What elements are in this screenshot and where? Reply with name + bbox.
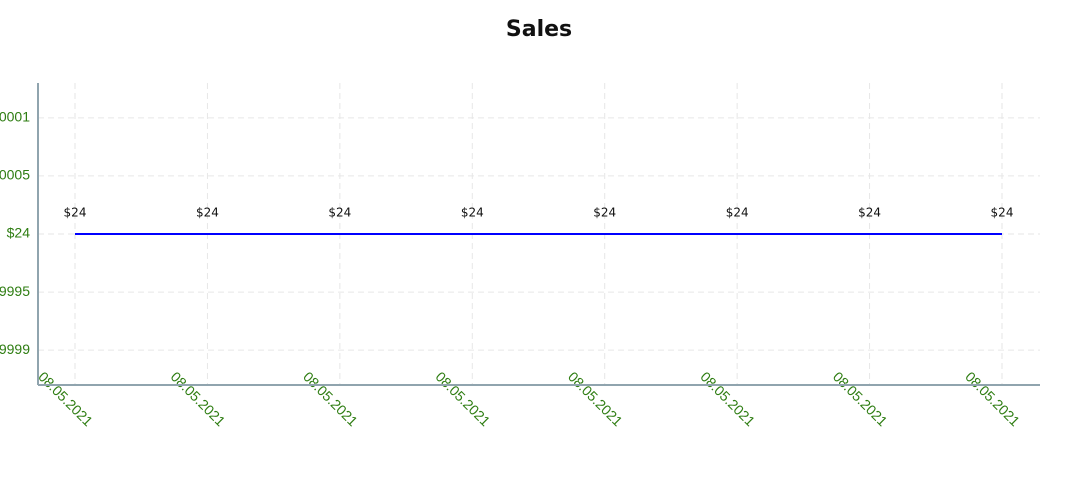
x-tick-label: 08.05.2021 [300, 368, 361, 429]
x-tick-label: 08.05.2021 [35, 368, 96, 429]
data-label: $24 [461, 206, 484, 220]
x-tick-label: 08.05.2021 [830, 368, 891, 429]
x-tick-label: 08.05.2021 [565, 368, 626, 429]
y-tick-label: $23.9999 [0, 341, 30, 357]
data-label: $24 [328, 206, 351, 220]
y-tick-label: $23.99995 [0, 283, 30, 299]
x-tick-label: 08.05.2021 [168, 368, 229, 429]
data-label: $24 [858, 206, 881, 220]
data-label: $24 [64, 206, 87, 220]
x-tick-label: 08.05.2021 [962, 368, 1023, 429]
y-tick-label: $24 [7, 225, 31, 241]
data-label: $24 [196, 206, 219, 220]
chart-title: Sales [506, 17, 572, 42]
data-label: $24 [726, 206, 749, 220]
data-label: $24 [593, 206, 616, 220]
x-tick-label: 08.05.2021 [433, 368, 494, 429]
x-tick-label: 08.05.2021 [697, 368, 758, 429]
y-tick-label: $24.0001 [0, 109, 30, 125]
data-label: $24 [991, 206, 1014, 220]
y-tick-label: $24.00005 [0, 167, 30, 183]
